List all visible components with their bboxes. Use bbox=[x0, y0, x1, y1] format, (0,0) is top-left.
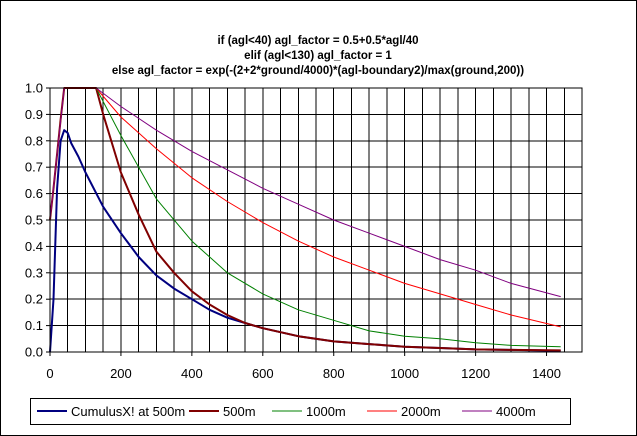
legend-label-5: 4000m bbox=[496, 404, 536, 419]
legend-label-4: 2000m bbox=[401, 404, 441, 419]
y-tick-label: 0.9 bbox=[25, 107, 43, 122]
legend-label-3: 1000m bbox=[306, 404, 346, 419]
plot-grid bbox=[50, 88, 582, 352]
y-tick-label: 1.0 bbox=[25, 81, 43, 96]
chart-title-line-3: else agl_factor = exp(-(2+2*ground/4000)… bbox=[112, 65, 524, 77]
y-axis-ticks: 0.0 0.1 0.2 0.3 0.4 0.5 0.6 0.7 0.8 0.9 1.0 bbox=[25, 81, 50, 360]
x-tick-label: 1000 bbox=[390, 366, 419, 381]
y-tick-label: 0.6 bbox=[25, 186, 43, 201]
y-tick-label: 0.1 bbox=[25, 318, 43, 333]
x-tick-label: 0 bbox=[46, 366, 53, 381]
y-tick-label: 0.7 bbox=[25, 160, 43, 175]
x-tick-label: 400 bbox=[181, 366, 203, 381]
legend: CumulusX! at 500m 500m 1000m 2000m 4000m bbox=[30, 398, 571, 425]
series-line-5 bbox=[49, 87, 561, 298]
plot-series bbox=[49, 87, 561, 353]
y-tick-label: 0.0 bbox=[25, 345, 43, 360]
y-tick-label: 0.4 bbox=[25, 239, 43, 254]
chart-title-line-2: elif (agl<130) agl_factor = 1 bbox=[244, 50, 392, 62]
chart-title-line-1: if (agl<40) agl_factor = 0.5+0.5*agl/40 bbox=[217, 35, 418, 47]
x-tick-label: 200 bbox=[110, 366, 132, 381]
x-axis-ticks: 0 200 400 600 800 1000 1200 1400 bbox=[46, 352, 561, 381]
legend-label-1: CumulusX! at 500m bbox=[71, 404, 185, 419]
x-tick-label: 1400 bbox=[532, 366, 561, 381]
series-line-4 bbox=[49, 87, 561, 328]
x-tick-label: 1200 bbox=[461, 366, 490, 381]
x-tick-label: 800 bbox=[323, 366, 345, 381]
y-tick-label: 0.5 bbox=[25, 213, 43, 228]
y-tick-label: 0.3 bbox=[25, 265, 43, 280]
series-line-3 bbox=[49, 87, 561, 348]
y-tick-label: 0.2 bbox=[25, 292, 43, 307]
legend-label-2: 500m bbox=[223, 404, 256, 419]
y-tick-label: 0.8 bbox=[25, 133, 43, 148]
x-tick-label: 600 bbox=[252, 366, 274, 381]
